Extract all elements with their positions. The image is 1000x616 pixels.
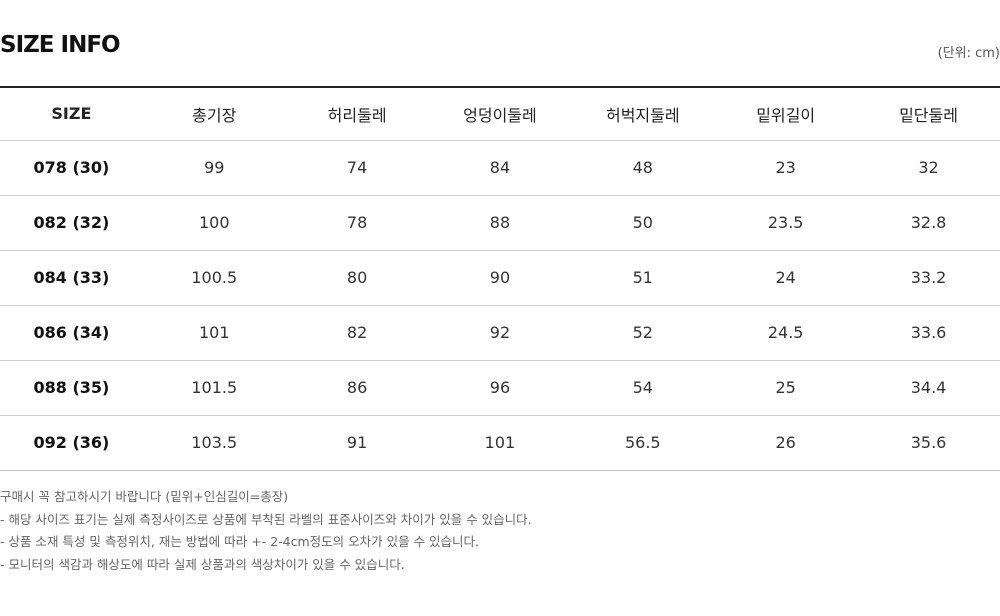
size-table: SIZE 총기장 허리둘레 엉덩이둘레 허벅지둘레 밑위길이 밑단둘레 078 … (0, 86, 1000, 471)
cell-value: 78 (285, 195, 429, 251)
cell-value: 32.8 (857, 195, 1000, 251)
cell-value: 33.6 (857, 305, 1000, 361)
cell-value: 84 (428, 140, 572, 196)
table-header-row: SIZE 총기장 허리둘레 엉덩이둘레 허벅지둘레 밑위길이 밑단둘레 (0, 86, 1000, 141)
cell-value: 100.5 (142, 250, 286, 306)
cell-value: 56.5 (571, 415, 715, 471)
cell-value: 91 (285, 415, 429, 471)
column-header-size: SIZE (0, 86, 143, 141)
cell-value: 101 (428, 415, 572, 471)
cell-value: 80 (285, 250, 429, 306)
cell-value: 54 (571, 360, 715, 416)
table-row: 088 (35) 101.5 86 96 54 25 34.4 (0, 360, 1000, 416)
cell-value: 101.5 (142, 360, 286, 416)
column-header-hip: 엉덩이둘레 (428, 86, 572, 141)
table-row: 084 (33) 100.5 80 90 51 24 33.2 (0, 250, 1000, 306)
cell-value: 82 (285, 305, 429, 361)
column-header-total-length: 총기장 (142, 86, 286, 141)
cell-value: 86 (285, 360, 429, 416)
column-header-rise: 밑위길이 (714, 86, 858, 141)
note-line: - 해당 사이즈 표기는 실제 측정사이즈로 상품에 부착된 라벨의 표준사이즈… (0, 511, 532, 527)
cell-value: 25 (714, 360, 858, 416)
cell-value: 51 (571, 250, 715, 306)
cell-value: 23 (714, 140, 858, 196)
cell-value: 96 (428, 360, 572, 416)
cell-size: 086 (34) (0, 305, 143, 361)
cell-value: 24 (714, 250, 858, 306)
cell-value: 74 (285, 140, 429, 196)
cell-value: 52 (571, 305, 715, 361)
notes-section: 구매시 꼭 참고하시기 바랍니다 (밑위+인심길이=총장) - 해당 사이즈 표… (0, 486, 532, 576)
cell-value: 103.5 (142, 415, 286, 471)
cell-value: 24.5 (714, 305, 858, 361)
cell-size: 082 (32) (0, 195, 143, 251)
cell-value: 26 (714, 415, 858, 471)
cell-value: 50 (571, 195, 715, 251)
page-title: SIZE INFO (0, 32, 121, 58)
cell-size: 088 (35) (0, 360, 143, 416)
column-header-waist: 허리둘레 (285, 86, 429, 141)
note-line: 구매시 꼭 참고하시기 바랍니다 (밑위+인심길이=총장) (0, 489, 289, 504)
cell-value: 100 (142, 195, 286, 251)
column-header-thigh: 허벅지둘레 (571, 86, 715, 141)
note-line: - 상품 소재 특성 및 측정위치, 재는 방법에 따라 +- 2-4cm정도의… (0, 534, 480, 549)
table-row: 086 (34) 101 82 92 52 24.5 33.6 (0, 305, 1000, 361)
cell-size: 078 (30) (0, 140, 143, 196)
table-row: 092 (36) 103.5 91 101 56.5 26 35.6 (0, 415, 1000, 471)
column-header-hem: 밑단둘레 (857, 86, 1000, 141)
cell-value: 90 (428, 250, 572, 306)
cell-value: 32 (857, 140, 1000, 196)
table-row: 082 (32) 100 78 88 50 23.5 32.8 (0, 195, 1000, 251)
cell-value: 92 (428, 305, 572, 361)
cell-value: 33.2 (857, 250, 1000, 306)
cell-size: 092 (36) (0, 415, 143, 471)
cell-value: 101 (142, 305, 286, 361)
table-row: 078 (30) 99 74 84 48 23 32 (0, 140, 1000, 196)
cell-value: 88 (428, 195, 572, 251)
cell-value: 34.4 (857, 360, 1000, 416)
cell-size: 084 (33) (0, 250, 143, 306)
cell-value: 23.5 (714, 195, 858, 251)
cell-value: 35.6 (857, 415, 1000, 471)
cell-value: 99 (142, 140, 286, 196)
note-line: - 모니터의 색감과 해상도에 따라 실제 상품과의 색상차이가 있을 수 있습… (0, 556, 405, 572)
cell-value: 48 (571, 140, 715, 196)
unit-label: (단위: cm) (937, 46, 1000, 61)
